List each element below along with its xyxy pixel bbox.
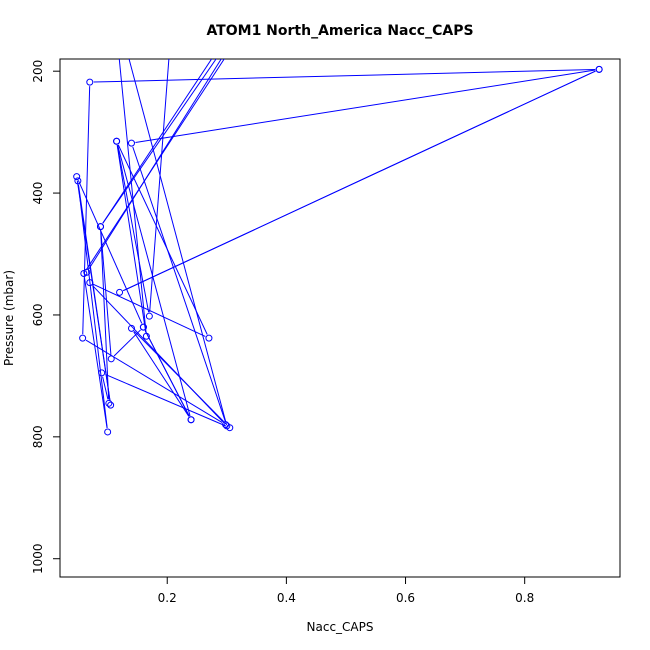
series-1-segment: [88, 59, 222, 270]
series-1-segment: [128, 59, 227, 423]
x-tick-label: 0.8: [515, 591, 534, 605]
x-tick-label: 0.4: [277, 591, 296, 605]
series-1-segment: [77, 184, 108, 429]
series-1-segment: [100, 230, 112, 355]
data-point: [187, 416, 195, 424]
series-1-segment: [113, 329, 141, 357]
series-1-segment: [77, 184, 111, 402]
series-1-segment: [133, 330, 228, 426]
series-1-segment: [105, 373, 227, 427]
data-point: [86, 78, 94, 86]
series-1-segment: [85, 59, 225, 271]
x-axis: 0.2 0.4 0.6 0.8: [158, 576, 534, 605]
data-point: [107, 355, 115, 363]
data-point: [97, 223, 105, 231]
marker-layer: [73, 65, 603, 436]
series-1-segment: [122, 70, 596, 292]
data-point: [595, 65, 603, 73]
y-tick-label: 200: [31, 60, 45, 83]
series-1-segment: [102, 376, 109, 400]
data-point: [86, 279, 94, 287]
data-point: [127, 139, 135, 147]
y-tick-label: 400: [31, 182, 45, 205]
data-point: [127, 324, 135, 332]
data-point: [205, 334, 213, 342]
data-point: [113, 137, 121, 145]
data-point: [98, 369, 106, 377]
series-1-segment: [93, 283, 206, 337]
series-1-segment: [102, 59, 217, 224]
series-layer: [76, 59, 596, 429]
data-point: [116, 288, 124, 296]
series-1-segment: [102, 59, 213, 224]
series-1-segment: [132, 146, 227, 423]
y-axis-label: Pressure (mbar): [2, 270, 16, 366]
data-point: [226, 424, 234, 432]
series-1-segment: [100, 230, 110, 400]
data-point: [104, 428, 112, 436]
x-tick-label: 0.2: [158, 591, 177, 605]
data-point: [83, 268, 91, 276]
x-tick-label: 0.6: [396, 591, 415, 605]
series-1-segment: [144, 330, 190, 417]
data-point: [79, 334, 87, 342]
y-tick-label: 1000: [31, 543, 45, 574]
y-axis: 200 400 600 800 1000: [31, 60, 61, 574]
data-point: [107, 401, 115, 409]
data-point: [145, 312, 153, 320]
series-1-segment: [82, 86, 91, 335]
data-point: [142, 332, 150, 340]
series-1-segment: [118, 59, 147, 333]
y-tick-label: 600: [31, 303, 45, 326]
series-1-segment: [83, 277, 108, 429]
x-axis-label: Nacc_CAPS: [307, 620, 374, 634]
series-1-segment: [85, 339, 223, 424]
series-1-segment: [133, 331, 190, 417]
data-point: [105, 399, 113, 407]
series-1-segment: [116, 145, 150, 313]
data-point: [73, 173, 81, 181]
chart-title: ATOM1 North_America Nacc_CAPS: [206, 23, 473, 39]
series-1-segment: [116, 145, 147, 333]
series-1-segment: [117, 144, 208, 335]
series-1-segment: [77, 180, 143, 324]
series-1-segment: [117, 145, 191, 417]
data-point: [74, 177, 82, 185]
series-1-segment: [149, 59, 170, 313]
series-1-segment: [135, 69, 596, 143]
series-1-segment: [93, 68, 596, 83]
y-tick-label: 800: [31, 425, 45, 448]
data-point: [139, 323, 147, 331]
